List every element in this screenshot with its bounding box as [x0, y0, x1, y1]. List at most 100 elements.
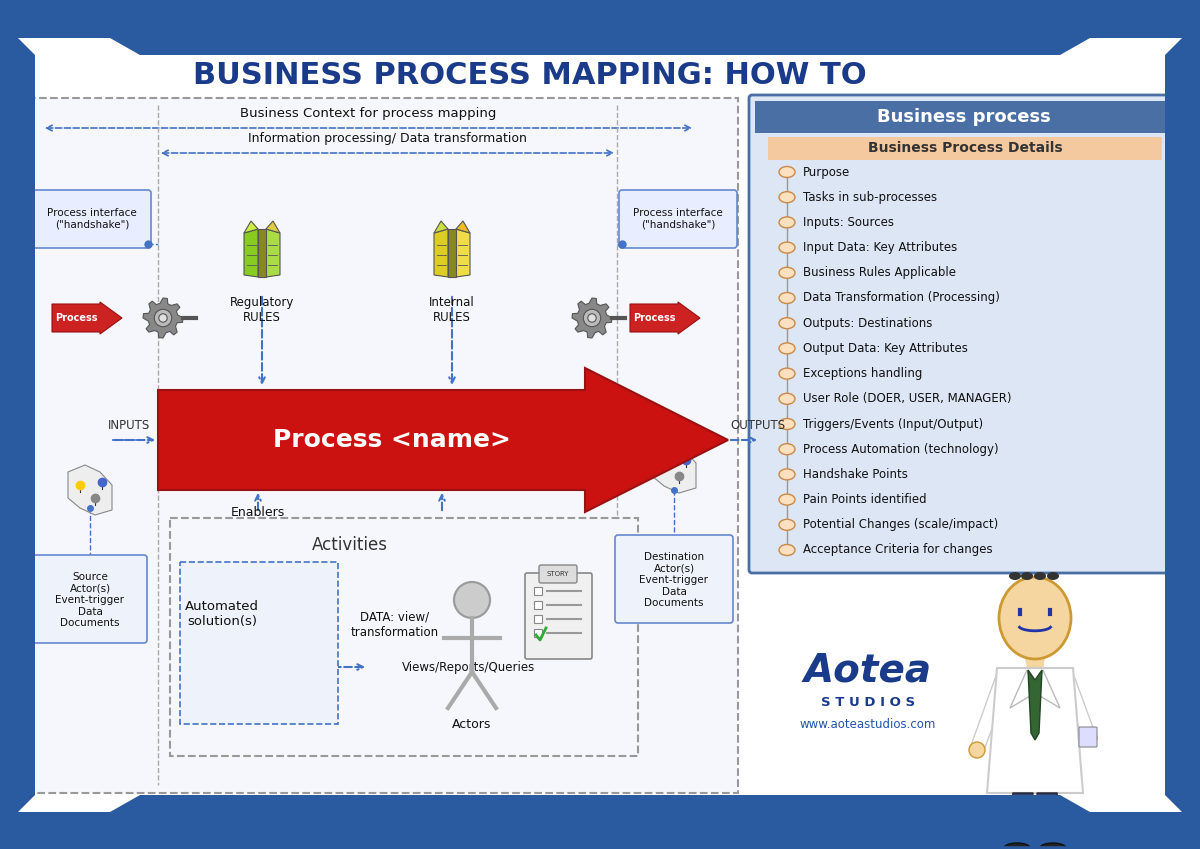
- Polygon shape: [266, 221, 280, 233]
- Ellipse shape: [779, 192, 796, 203]
- Ellipse shape: [1021, 572, 1033, 580]
- Polygon shape: [0, 0, 1200, 55]
- Text: Automated
solution(s): Automated solution(s): [185, 600, 259, 628]
- Text: Outputs: Destinations: Outputs: Destinations: [803, 317, 932, 329]
- Text: www.aoteastudios.com: www.aoteastudios.com: [800, 718, 936, 732]
- Ellipse shape: [779, 444, 796, 455]
- Polygon shape: [1007, 793, 1033, 846]
- Text: Input Data: Key Attributes: Input Data: Key Attributes: [803, 241, 958, 254]
- Text: Inputs: Sources: Inputs: Sources: [803, 216, 894, 229]
- Ellipse shape: [998, 577, 1072, 659]
- Text: S T U D I O S: S T U D I O S: [821, 696, 916, 710]
- Polygon shape: [0, 795, 1200, 849]
- Ellipse shape: [779, 343, 796, 354]
- Ellipse shape: [779, 419, 796, 430]
- Ellipse shape: [779, 293, 796, 303]
- Polygon shape: [1034, 670, 1060, 708]
- FancyBboxPatch shape: [755, 101, 1174, 133]
- Text: Pain Points identified: Pain Points identified: [803, 493, 926, 506]
- Ellipse shape: [779, 242, 796, 253]
- Polygon shape: [630, 302, 700, 334]
- Ellipse shape: [1009, 572, 1021, 580]
- Polygon shape: [68, 465, 112, 515]
- Ellipse shape: [1004, 843, 1030, 849]
- Text: Tasks in sub-processes: Tasks in sub-processes: [803, 191, 937, 204]
- FancyBboxPatch shape: [28, 98, 738, 793]
- Polygon shape: [1028, 670, 1042, 740]
- Polygon shape: [0, 0, 35, 849]
- FancyBboxPatch shape: [534, 629, 542, 637]
- Text: Process Automation (technology): Process Automation (technology): [803, 442, 998, 456]
- Text: User Role (DOER, USER, MANAGER): User Role (DOER, USER, MANAGER): [803, 392, 1012, 405]
- Polygon shape: [456, 221, 470, 233]
- Ellipse shape: [779, 494, 796, 505]
- Text: Process interface
("handshake"): Process interface ("handshake"): [634, 208, 722, 230]
- Text: DATA: view/
transformation: DATA: view/ transformation: [350, 611, 439, 639]
- Polygon shape: [1165, 0, 1200, 849]
- Text: Business Rules Applicable: Business Rules Applicable: [803, 267, 956, 279]
- Ellipse shape: [779, 393, 796, 404]
- Text: Process <name>: Process <name>: [274, 428, 511, 452]
- Circle shape: [1081, 730, 1097, 746]
- Text: Destination
Actor(s)
Event-trigger
Data
Documents: Destination Actor(s) Event-trigger Data …: [640, 552, 708, 608]
- FancyBboxPatch shape: [526, 573, 592, 659]
- Text: Business Process Details: Business Process Details: [868, 141, 1062, 155]
- Text: Regulatory
RULES: Regulatory RULES: [230, 296, 294, 324]
- Text: Activities: Activities: [312, 536, 388, 554]
- Circle shape: [970, 742, 985, 758]
- Text: Triggers/Events (Input/Output): Triggers/Events (Input/Output): [803, 418, 983, 430]
- Text: Information processing/ Data transformation: Information processing/ Data transformat…: [247, 132, 527, 145]
- Polygon shape: [434, 229, 448, 277]
- Polygon shape: [52, 302, 122, 334]
- Text: Purpose: Purpose: [803, 166, 851, 178]
- Polygon shape: [244, 221, 258, 233]
- Polygon shape: [986, 668, 1084, 793]
- Text: Handshake Points: Handshake Points: [803, 468, 908, 481]
- Polygon shape: [970, 673, 1007, 753]
- Text: Internal
RULES: Internal RULES: [430, 296, 475, 324]
- FancyBboxPatch shape: [534, 615, 542, 623]
- Ellipse shape: [779, 166, 796, 177]
- Ellipse shape: [1040, 843, 1066, 849]
- Text: Process interface
("handshake"): Process interface ("handshake"): [47, 208, 137, 230]
- Ellipse shape: [779, 267, 796, 278]
- FancyBboxPatch shape: [34, 555, 148, 643]
- Polygon shape: [1010, 670, 1034, 708]
- Text: Enablers: Enablers: [230, 506, 286, 519]
- Text: Views/Reports/Queries: Views/Reports/Queries: [402, 661, 535, 673]
- Polygon shape: [652, 443, 696, 493]
- Ellipse shape: [1046, 572, 1060, 580]
- Text: Process: Process: [632, 313, 676, 323]
- Text: Data Transformation (Processing): Data Transformation (Processing): [803, 291, 1000, 305]
- Ellipse shape: [779, 520, 796, 531]
- FancyBboxPatch shape: [616, 535, 733, 623]
- Polygon shape: [1037, 793, 1063, 846]
- Polygon shape: [448, 229, 456, 277]
- Text: Business Context for process mapping: Business Context for process mapping: [240, 107, 496, 120]
- Ellipse shape: [779, 544, 796, 555]
- Polygon shape: [266, 229, 280, 277]
- FancyBboxPatch shape: [170, 518, 638, 756]
- Text: Business process: Business process: [877, 108, 1051, 126]
- Polygon shape: [143, 298, 182, 338]
- Text: Aotea: Aotea: [804, 651, 932, 689]
- Text: Acceptance Criteria for changes: Acceptance Criteria for changes: [803, 543, 992, 556]
- Ellipse shape: [779, 368, 796, 380]
- Circle shape: [454, 582, 490, 618]
- FancyBboxPatch shape: [1079, 727, 1097, 747]
- Text: INPUTS: INPUTS: [108, 419, 150, 432]
- Circle shape: [583, 309, 601, 327]
- Text: STORY: STORY: [547, 571, 569, 577]
- Text: OUTPUTS: OUTPUTS: [730, 419, 785, 432]
- Polygon shape: [158, 368, 728, 512]
- Text: Actors: Actors: [452, 718, 492, 731]
- Text: Source
Actor(s)
Event-trigger
Data
Documents: Source Actor(s) Event-trigger Data Docum…: [55, 571, 125, 628]
- Polygon shape: [1025, 658, 1045, 670]
- Polygon shape: [244, 229, 258, 277]
- Polygon shape: [434, 221, 448, 233]
- FancyBboxPatch shape: [534, 601, 542, 609]
- Ellipse shape: [779, 216, 796, 228]
- FancyBboxPatch shape: [619, 190, 737, 248]
- FancyBboxPatch shape: [180, 562, 338, 724]
- Circle shape: [588, 314, 596, 323]
